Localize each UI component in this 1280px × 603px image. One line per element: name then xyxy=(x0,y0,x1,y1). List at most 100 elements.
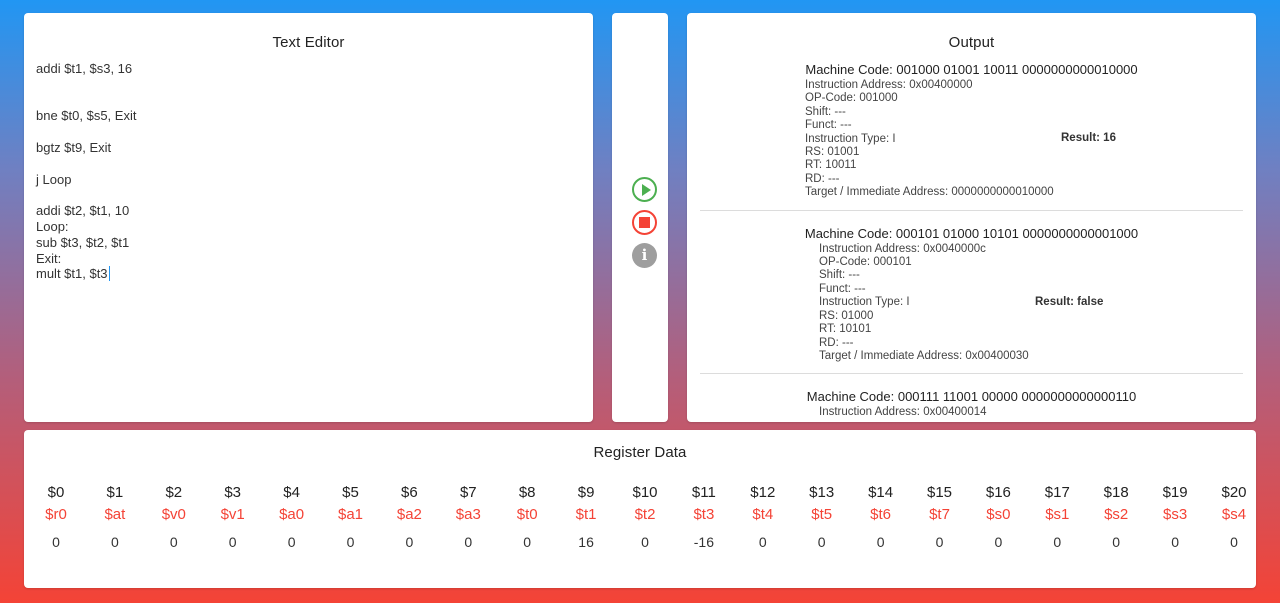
instruction-details: Instruction Address: 0x0040000c OP-Code:… xyxy=(819,243,1243,364)
register-value: 0 xyxy=(110,534,119,550)
register-value: 0 xyxy=(641,534,649,550)
register-number: $18 xyxy=(1103,484,1129,501)
code-line: mult $t1, $t3 xyxy=(36,266,110,282)
register-item: $5 $a1 0 xyxy=(326,484,376,550)
register-number: $19 xyxy=(1162,484,1188,501)
register-number: $12 xyxy=(750,484,776,501)
register-item: $7 $a3 0 xyxy=(443,484,493,550)
register-alias: $v0 xyxy=(161,506,186,523)
instruction-type: Instruction Type: I xyxy=(819,296,910,309)
register-alias: $t1 xyxy=(575,506,597,523)
register-number: $14 xyxy=(868,484,894,501)
register-list: $0 $r0 0 $1 $at 0 $2 $v0 0 $3 $v1 0 $4 $a0 0 $5 $a1 0 $6 $a… xyxy=(24,484,1256,564)
register-item: $14 $t6 0 xyxy=(856,484,906,550)
register-alias: $s2 xyxy=(1104,506,1129,523)
register-alias: $s3 xyxy=(1163,506,1188,523)
output-block: Machine Code: 000111 11001 00000 0000000… xyxy=(700,373,1243,422)
register-item: $9 $t1 16 xyxy=(561,484,611,550)
register-value: 0 xyxy=(169,534,178,550)
info-icon: i xyxy=(641,246,648,264)
code-line: bne $t0, $s5, Exit xyxy=(36,108,137,124)
op-code: OP-Code: 001000 xyxy=(805,92,898,105)
rd: RD: --- xyxy=(819,336,854,349)
rt: RT: 10011 xyxy=(805,159,857,172)
rt: RT: 10101 xyxy=(819,323,872,336)
code-line: Exit: xyxy=(36,250,62,266)
register-item: $0 $r0 0 xyxy=(31,484,81,550)
register-value: 0 xyxy=(1171,534,1179,550)
register-alias: $a0 xyxy=(279,506,305,523)
op-code: OP-Code: 000101 xyxy=(819,256,912,269)
machine-code: Machine Code: 000111 11001 00000 0000000… xyxy=(806,389,1137,405)
register-number: $13 xyxy=(809,484,835,501)
code-line: addi $t1, $s3, 16 xyxy=(36,61,133,76)
register-data-title: Register Data xyxy=(593,444,687,461)
run-button[interactable] xyxy=(632,177,657,202)
register-item: $2 $v0 0 xyxy=(149,484,199,550)
register-item: $3 $v1 0 xyxy=(208,484,258,550)
register-alias: $s0 xyxy=(986,506,1011,523)
register-item: $18 $s2 0 xyxy=(1091,484,1141,550)
result-value: Result: 16 xyxy=(1061,132,1116,144)
code-line xyxy=(36,93,581,109)
register-number: $11 xyxy=(691,484,716,501)
rs: RS: 01001 xyxy=(805,146,860,159)
register-number: $20 xyxy=(1221,484,1247,501)
register-alias: $a2 xyxy=(396,506,422,523)
code-editor-textarea[interactable]: addi $t1, $s3, 16 bne $t0, $s5, Exit bgtz … xyxy=(36,61,581,410)
target-address: Target / Immediate Address: 000000000001… xyxy=(805,186,1054,199)
stop-icon xyxy=(639,217,650,228)
code-line xyxy=(36,124,581,140)
instruction-type: Instruction Type: I xyxy=(805,132,896,145)
register-item: $1 $at 0 xyxy=(90,484,140,550)
register-alias: $t2 xyxy=(634,506,656,523)
output-panel: Output Machine Code: 001000 01001 10011 … xyxy=(687,13,1256,422)
register-number: $10 xyxy=(632,484,658,501)
output-block: Machine Code: 001000 01001 10011 0000000… xyxy=(700,61,1243,210)
target-address: Target / Immediate Address: 0x00400030 xyxy=(819,349,1029,362)
register-alias: $t5 xyxy=(811,506,833,523)
register-alias: $r0 xyxy=(45,506,67,523)
instruction-details: Instruction Address: 0x00400014 xyxy=(819,406,1243,419)
register-alias: $s4 xyxy=(1221,506,1247,523)
register-value: 0 xyxy=(52,534,60,550)
machine-code: Machine Code: 001000 01001 10011 0000000… xyxy=(805,62,1138,77)
register-alias: $t6 xyxy=(870,506,892,523)
funct: Funct: --- xyxy=(805,119,852,132)
register-value: -16 xyxy=(693,534,714,550)
play-icon xyxy=(641,183,651,196)
register-alias: $s1 xyxy=(1045,506,1070,523)
instruction-details: Instruction Address: 0x00400000 OP-Code:… xyxy=(805,79,1243,200)
register-number: $1 xyxy=(106,484,124,501)
register-alias: $a1 xyxy=(337,506,364,523)
code-line: Loop: xyxy=(36,218,69,234)
register-alias: $v1 xyxy=(220,506,245,523)
controls-panel: i xyxy=(612,13,668,422)
register-number: $6 xyxy=(401,484,418,501)
register-value: 0 xyxy=(758,534,767,550)
register-number: $9 xyxy=(577,484,595,501)
stop-button[interactable] xyxy=(632,210,657,235)
register-value: 0 xyxy=(346,534,355,550)
register-item: $10 $t2 0 xyxy=(620,484,670,550)
machine-code: Machine Code: 000101 01000 10101 0000000… xyxy=(804,225,1139,241)
register-item: $17 $s1 0 xyxy=(1032,484,1082,550)
code-line: j Loop xyxy=(36,171,72,187)
register-value: 0 xyxy=(935,534,944,550)
rs: RS: 01000 xyxy=(819,309,874,322)
rd: RD: --- xyxy=(805,172,840,185)
output-list[interactable]: Machine Code: 001000 01001 10011 0000000… xyxy=(700,61,1243,422)
instruction-address: Instruction Address: 0x00400000 xyxy=(805,79,973,91)
register-number: $0 xyxy=(47,484,65,501)
register-value: 0 xyxy=(464,534,473,550)
register-value: 0 xyxy=(228,534,237,550)
register-alias: $at xyxy=(104,506,126,523)
register-number: $15 xyxy=(926,484,953,501)
register-value: 0 xyxy=(523,534,532,550)
register-alias: $t3 xyxy=(693,506,715,523)
code-line xyxy=(36,77,581,93)
shift: Shift: --- xyxy=(805,105,846,118)
info-button[interactable]: i xyxy=(632,243,657,268)
code-line: sub $t3, $t2, $t1 xyxy=(36,234,130,250)
register-value: 16 xyxy=(578,534,594,550)
